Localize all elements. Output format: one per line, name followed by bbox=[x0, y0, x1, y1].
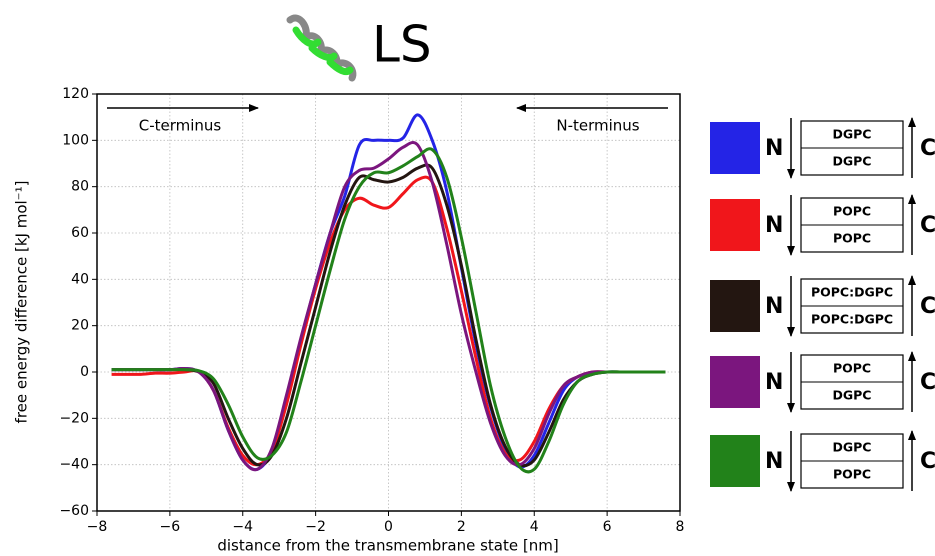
y-tick-label: 40 bbox=[71, 271, 89, 287]
legend-n: N bbox=[765, 136, 783, 161]
legend-c: C bbox=[920, 449, 935, 474]
legend-bottom-label: DGPC bbox=[833, 154, 872, 169]
x-tick-label: −6 bbox=[160, 519, 181, 535]
legend-top-label: DGPC bbox=[833, 440, 872, 455]
x-tick-label: 6 bbox=[603, 519, 612, 535]
legend-swatch bbox=[710, 280, 760, 332]
legend-top-label: POPC bbox=[833, 204, 871, 219]
y-tick-label: 120 bbox=[62, 86, 89, 102]
y-tick-label: 0 bbox=[80, 364, 89, 380]
legend-bottom-label: DGPC bbox=[833, 388, 872, 403]
legend-c: C bbox=[920, 370, 935, 395]
line-series bbox=[111, 147, 666, 474]
legend-swatch bbox=[710, 435, 760, 487]
y-tick-label: 60 bbox=[71, 225, 89, 241]
legend: N DGPC DGPC C N POPC POPC C N POPC:DGPC POPC:DGPC C… bbox=[710, 117, 935, 492]
y-tick-label: 100 bbox=[62, 132, 89, 148]
chart-title: LS bbox=[372, 16, 432, 74]
y-tick-label: 80 bbox=[71, 179, 89, 195]
legend-top-label: POPC bbox=[833, 361, 871, 376]
x-tick-label: 8 bbox=[676, 519, 685, 535]
legend-bottom-label: POPC bbox=[833, 231, 871, 246]
x-tick-label: −2 bbox=[305, 519, 326, 535]
axes-frame bbox=[96, 93, 681, 512]
legend-c: C bbox=[920, 294, 935, 319]
y-tick-label: 20 bbox=[71, 318, 89, 334]
x-tick-label: −4 bbox=[232, 519, 253, 535]
legend-n: N bbox=[765, 370, 783, 395]
legend-n: N bbox=[765, 294, 783, 319]
legend-top-label: POPC:DGPC bbox=[811, 285, 893, 300]
line-series bbox=[111, 141, 666, 472]
legend-swatch bbox=[710, 122, 760, 174]
x-tick-label: 0 bbox=[384, 519, 393, 535]
legend-n: N bbox=[765, 213, 783, 238]
helix-icon bbox=[286, 14, 357, 82]
legend-swatch bbox=[710, 356, 760, 408]
x-axis-label: distance from the transmembrane state [n… bbox=[217, 537, 558, 555]
x-tick-label: 2 bbox=[457, 519, 466, 535]
y-tick-label: −20 bbox=[59, 410, 89, 426]
legend-swatch bbox=[710, 199, 760, 251]
legend-c: C bbox=[920, 213, 935, 238]
legend-top-label: DGPC bbox=[833, 127, 872, 142]
y-axis-label: free energy difference [kJ mol⁻¹] bbox=[13, 181, 31, 424]
x-tick-label: 4 bbox=[530, 519, 539, 535]
y-tick-label: −60 bbox=[59, 503, 89, 519]
legend-c: C bbox=[920, 136, 935, 161]
legend-bottom-label: POPC bbox=[833, 467, 871, 482]
annotation: N-terminus bbox=[556, 117, 639, 135]
legend-n: N bbox=[765, 449, 783, 474]
legend-bottom-label: POPC:DGPC bbox=[811, 312, 893, 327]
x-tick-label: −8 bbox=[87, 519, 108, 535]
annotation: C-terminus bbox=[139, 117, 222, 135]
y-tick-label: −40 bbox=[59, 457, 89, 473]
